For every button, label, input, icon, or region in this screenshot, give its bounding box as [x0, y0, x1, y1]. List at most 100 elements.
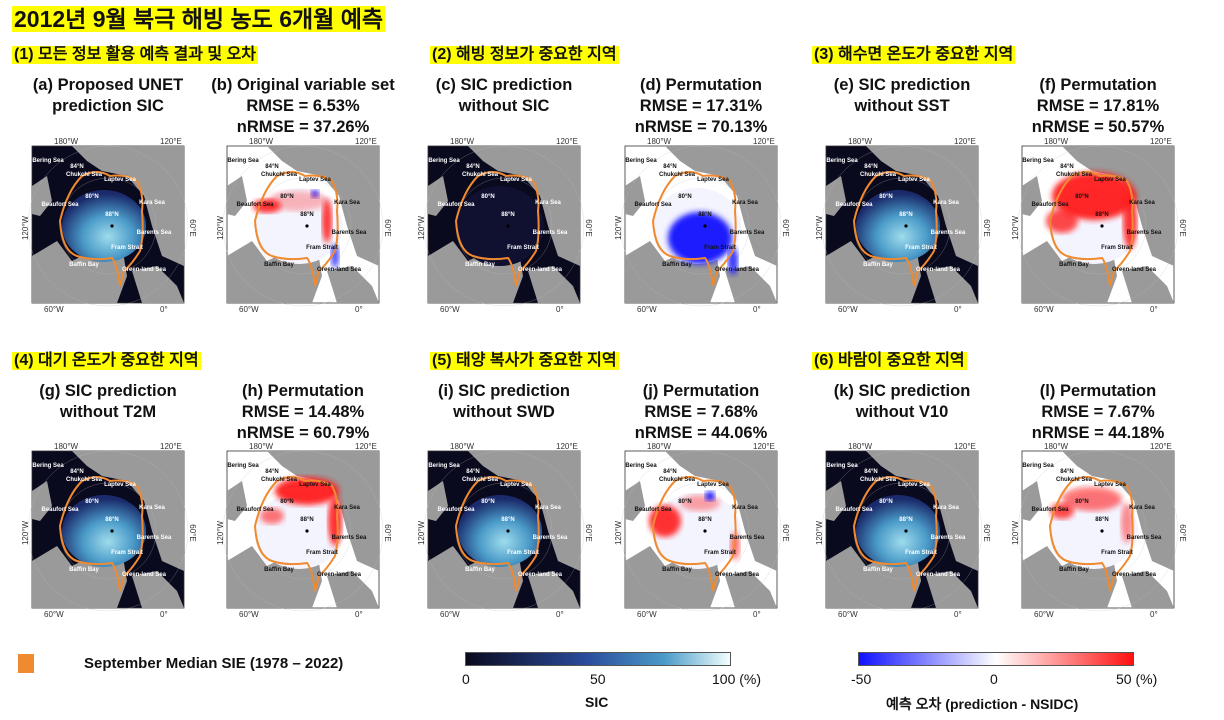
lon-label: 0° — [1150, 305, 1158, 314]
land-siberia — [665, 146, 777, 266]
lon-label: 60°E — [1178, 524, 1187, 541]
legend-swatch — [18, 654, 34, 673]
lat-label: 80°N — [481, 194, 494, 200]
sea-label: Beaufort Sea — [236, 202, 274, 208]
sea-label: Baffin Bay — [1059, 262, 1089, 268]
sea-label: Baffin Bay — [465, 567, 495, 573]
lon-label: 0° — [160, 305, 168, 314]
sea-label: Kara Sea — [732, 505, 758, 511]
lon-label: 0° — [160, 610, 168, 619]
lat-label: 84°N — [1060, 164, 1073, 170]
error-hotspot — [267, 191, 327, 211]
land-alaska — [428, 176, 448, 216]
lon-label: 60°E — [383, 524, 392, 541]
lon-label: 120°W — [216, 216, 225, 241]
land-canada-greenland — [32, 546, 184, 608]
sea-label: Fram Strait — [704, 550, 736, 556]
panel-title-line: (d) Permutation — [640, 76, 762, 94]
lon-label: 120°W — [614, 216, 623, 241]
sea-label: Chukchi Sea — [261, 172, 298, 178]
panel-title-l: (l) Permutation RMSE = 7.67% nRMSE = 44.18… — [998, 381, 1198, 444]
sic-tick-50: 50 — [590, 671, 606, 687]
lat-label: 88°N — [698, 212, 711, 218]
panel-title-line: RMSE = 7.68% — [644, 403, 758, 421]
panel-title-line: without SIC — [458, 97, 550, 115]
sea-label: Bering Sea — [32, 463, 64, 469]
sea-label: Baffin Bay — [863, 262, 893, 268]
lon-label: 60°W — [637, 305, 657, 314]
sea-label: Kara Sea — [1129, 200, 1155, 206]
lon-label: 0° — [753, 305, 761, 314]
lon-label: 120°E — [355, 137, 377, 146]
lon-label: 180°W — [450, 137, 475, 146]
lat-label: 84°N — [70, 164, 83, 170]
lon-label: 180°W — [249, 442, 274, 451]
lon-label: 60°E — [188, 524, 197, 541]
sea-label: Laptev Sea — [1094, 482, 1126, 488]
sea-ice-field — [856, 495, 940, 567]
sea-label: Kara Sea — [1129, 505, 1155, 511]
land-siberia — [866, 146, 978, 266]
lat-label: 80°N — [678, 499, 691, 505]
panel-title-c: (c) SIC prediction without SIC — [404, 75, 604, 117]
sie-outline — [1048, 171, 1134, 287]
sea-label: Beaufort Sea — [835, 202, 873, 208]
sea-label: Barents Sea — [137, 230, 172, 236]
panel-title-d: (d) Permutation RMSE = 17.31% nRMSE = 70.1… — [601, 75, 801, 138]
lon-label: 120°E — [753, 137, 775, 146]
land-siberia — [468, 146, 580, 266]
lat-label: 80°N — [481, 499, 494, 505]
sie-outline — [454, 476, 540, 592]
sea-label: Kara Sea — [139, 200, 165, 206]
land-alaska — [1022, 176, 1042, 216]
lat-label: 88°N — [698, 517, 711, 523]
sea-label: Green-land Sea — [1112, 572, 1157, 578]
lat-label: 88°N — [105, 212, 118, 218]
sea-label: Green-land Sea — [916, 267, 961, 273]
land-siberia — [267, 451, 379, 571]
section-heading: (5) 태양 복사가 중요한 지역 — [430, 352, 619, 371]
lon-label: 180°W — [1044, 137, 1069, 146]
sea-label: Baffin Bay — [264, 262, 294, 268]
sea-label: Barents Sea — [730, 535, 765, 541]
lat-label: 88°N — [501, 517, 514, 523]
lon-label: 60°E — [982, 524, 991, 541]
panel-title-line: (c) SIC prediction — [435, 76, 573, 94]
lon-label: 60°E — [188, 219, 197, 236]
error-hotspot — [705, 491, 715, 501]
sea-label: Bering Sea — [428, 158, 460, 164]
section-heading: (6) 바람이 중요한 지역 — [812, 352, 967, 371]
sea-label: Green-land Sea — [715, 267, 760, 273]
lon-label: 60°E — [383, 219, 392, 236]
panel-title-line: RMSE = 7.67% — [1041, 403, 1155, 421]
sea-label: Green-land Sea — [518, 267, 563, 273]
lon-label: 60°W — [1034, 610, 1054, 619]
sea-label: Kara Sea — [139, 505, 165, 511]
lon-label: 60°E — [781, 524, 790, 541]
land-canada-greenland — [826, 546, 978, 608]
sea-label: Laptev Sea — [500, 482, 532, 488]
lon-label: 120°W — [1011, 521, 1020, 546]
error-hotspot — [331, 244, 339, 268]
sea-label: Chukchi Sea — [659, 477, 696, 483]
panel-title-a: (a) Proposed UNET prediction SIC — [8, 75, 208, 117]
panel-title-line: RMSE = 14.48% — [241, 403, 365, 421]
sea-label: Laptev Sea — [697, 177, 729, 183]
sea-label: Beaufort Sea — [634, 202, 672, 208]
sea-label: Fram Strait — [905, 550, 937, 556]
lon-label: 60°E — [1178, 219, 1187, 236]
sea-label: Fram Strait — [704, 245, 736, 251]
lon-label: 60°W — [44, 305, 64, 314]
figure-title: 2012년 9월 북극 해빙 농도 6개월 예측 — [12, 6, 386, 33]
lon-label: 60°W — [440, 610, 460, 619]
land-alaska — [227, 176, 247, 216]
panel-title-k: (k) SIC prediction without V10 — [802, 381, 1002, 423]
sea-label: Laptev Sea — [697, 482, 729, 488]
lat-label: 80°N — [85, 194, 98, 200]
lon-label: 0° — [556, 305, 564, 314]
panel-title-b: (b) Original variable set RMSE = 6.53% nRM… — [203, 75, 403, 138]
